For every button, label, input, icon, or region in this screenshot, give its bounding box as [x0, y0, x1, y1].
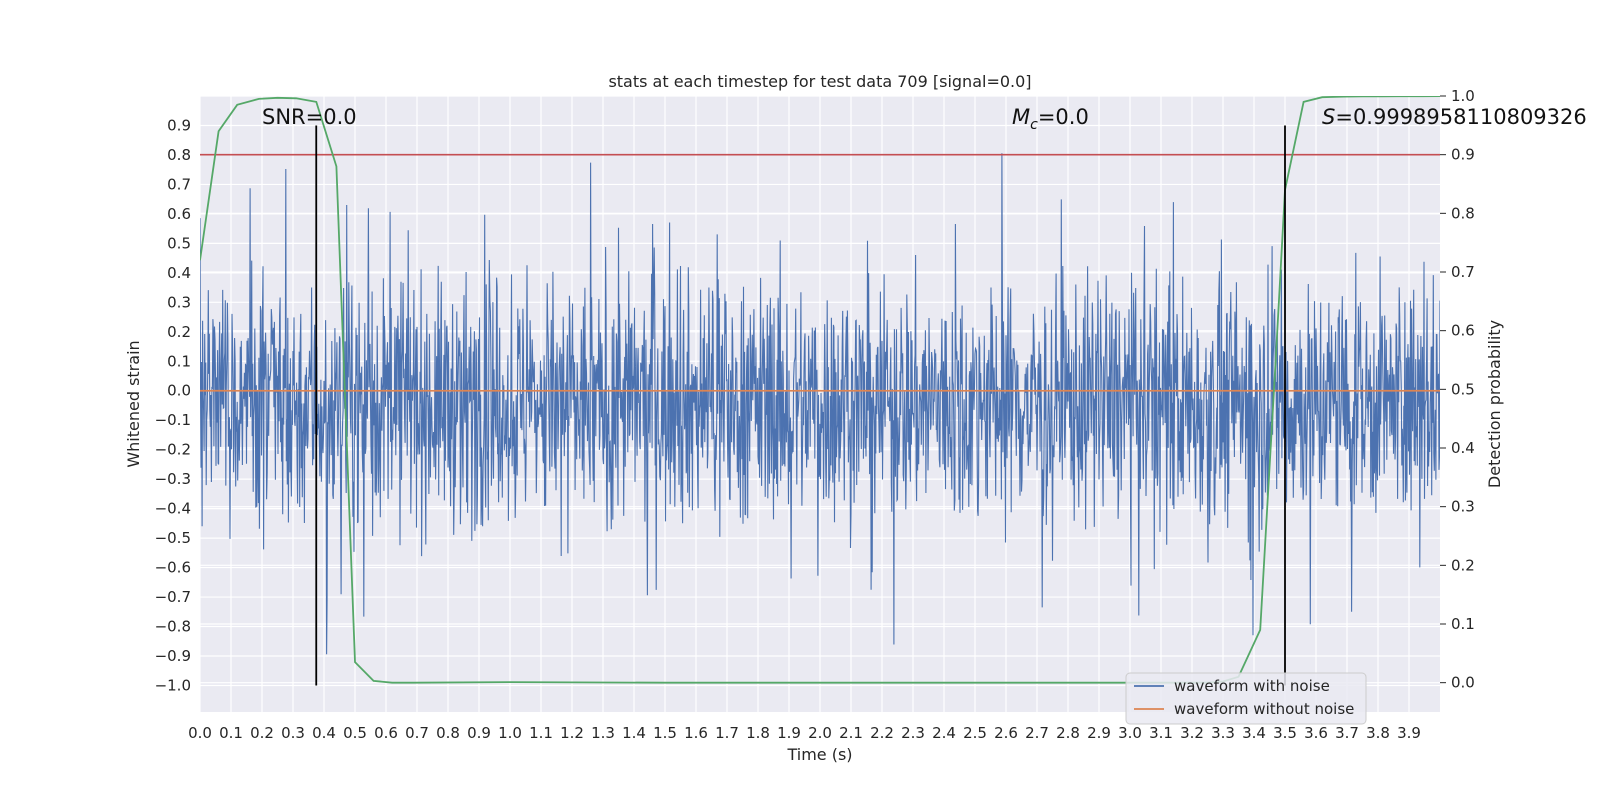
x-tick-label: 1.6 — [684, 724, 708, 742]
y-right-tick-label: 0.5 — [1451, 380, 1475, 398]
x-tick-label: 0.8 — [436, 724, 460, 742]
x-tick-label: 3.1 — [1149, 724, 1173, 742]
y-left-tick-label: −0.1 — [155, 411, 191, 429]
legend: waveform with noise waveform without noi… — [1125, 672, 1367, 725]
x-tick-label: 0.4 — [312, 724, 336, 742]
x-tick-label: 3.5 — [1273, 724, 1297, 742]
x-tick-label: 2.8 — [1056, 724, 1080, 742]
mc-value: =0.0 — [1038, 105, 1089, 129]
x-axis-label: Time (s) — [786, 745, 852, 764]
x-tick-label: 2.9 — [1087, 724, 1111, 742]
y-left-tick-label: 0.1 — [167, 352, 191, 370]
y-right-axis-label: Detection probability — [1485, 320, 1504, 488]
y-right-tick-label: 0.6 — [1451, 322, 1475, 340]
series-detection-probability — [200, 96, 1440, 684]
y-left-axis-label: Whitened strain — [124, 340, 143, 467]
y-left-tick-label: 0.3 — [167, 293, 191, 311]
y-right-tick-label: 0.4 — [1451, 439, 1475, 457]
x-tick-label: 1.4 — [622, 724, 646, 742]
mc-annotation: Mc=0.0 — [1012, 105, 1089, 133]
y-left-tick-label: −0.9 — [155, 647, 191, 665]
y-left-tick-label: −0.8 — [155, 618, 191, 636]
y-right-tick-label: 0.0 — [1451, 674, 1475, 692]
x-tick-label: 0.9 — [467, 724, 491, 742]
y-left-tick-label: −0.3 — [155, 470, 191, 488]
y-left-tick-label: 0.0 — [167, 382, 191, 400]
x-tick-label: 0.3 — [281, 724, 305, 742]
x-tick-label: 2.2 — [870, 724, 894, 742]
y-right-tick-label: 0.1 — [1451, 615, 1475, 633]
y-left-tick-label: 0.6 — [167, 205, 191, 223]
s-value: =0.9998958110809326 — [1335, 105, 1586, 129]
x-tick-label: 3.4 — [1242, 724, 1266, 742]
y-right-tick-label: 0.7 — [1451, 263, 1475, 281]
chart-title: stats at each timestep for test data 709… — [608, 72, 1031, 91]
legend-box — [1125, 672, 1367, 725]
y-left-tick-label: −0.6 — [155, 559, 191, 577]
x-tick-label: 2.0 — [808, 724, 832, 742]
y-left-tick-label: −0.2 — [155, 441, 191, 459]
y-left-tick-label: 0.7 — [167, 175, 191, 193]
x-tick-label: 0.5 — [343, 724, 367, 742]
x-tick-label: 1.3 — [591, 724, 615, 742]
snr-annotation: SNR=0.0 — [262, 105, 357, 129]
y-right-tick-labels: 0.0 0.1 0.2 0.3 0.4 0.5 0.6 0.7 0.8 0.9 1.0 — [1440, 87, 1475, 692]
x-tick-label: 2.4 — [932, 724, 956, 742]
y-right-tick-label: 0.9 — [1451, 146, 1475, 164]
x-tick-label: 1.5 — [653, 724, 677, 742]
x-tick-label: 1.2 — [560, 724, 584, 742]
x-tick-label: 1.1 — [529, 724, 553, 742]
series-waveform-with-noise — [200, 153, 1440, 655]
x-tick-label: 3.0 — [1118, 724, 1142, 742]
y-left-tick-label: 0.4 — [167, 264, 191, 282]
y-left-tick-label: −0.7 — [155, 588, 191, 606]
x-tick-label: 2.1 — [839, 724, 863, 742]
y-left-tick-label: −1.0 — [155, 676, 191, 694]
y-right-tick-label: 0.8 — [1451, 204, 1475, 222]
mc-symbol: M — [1012, 105, 1030, 129]
s-annotation: S=0.9998958110809326 — [1322, 105, 1587, 129]
x-tick-label: 0.1 — [219, 724, 243, 742]
mc-subscript: c — [1030, 117, 1038, 133]
y-right-tick-label: 1.0 — [1451, 87, 1475, 105]
x-tick-label: 2.6 — [994, 724, 1018, 742]
y-right-tick-label: 0.2 — [1451, 556, 1475, 574]
x-tick-label: 3.7 — [1335, 724, 1359, 742]
vertical-markers — [315, 125, 1286, 686]
y-left-tick-label: −0.5 — [155, 529, 191, 547]
x-tick-label: 3.9 — [1397, 724, 1421, 742]
x-tick-label: 3.8 — [1366, 724, 1390, 742]
x-tick-label: 2.7 — [1025, 724, 1049, 742]
x-tick-label: 1.9 — [777, 724, 801, 742]
y-right-tick-label: 0.3 — [1451, 498, 1475, 516]
x-tick-label: 1.8 — [746, 724, 770, 742]
x-tick-labels: 0.0 0.1 0.2 0.3 0.4 0.5 0.6 0.7 0.8 0.9 1.0 1.1 1.2 1… — [188, 724, 1421, 742]
x-tick-label: 1.7 — [715, 724, 739, 742]
y-left-tick-labels: −1.0 −0.9 −0.8 −0.7 −0.6 −0.5 −0.4 −0.3 −0.2 −0.1… — [155, 116, 191, 694]
x-tick-label: 3.2 — [1180, 724, 1204, 742]
legend-label-clean: waveform without noise — [1174, 700, 1354, 718]
x-tick-label: 2.5 — [963, 724, 987, 742]
y-left-tick-label: 0.2 — [167, 323, 191, 341]
x-tick-label: 0.2 — [250, 724, 274, 742]
legend-label-noise: waveform with noise — [1174, 677, 1330, 695]
x-tick-label: 2.3 — [901, 724, 925, 742]
x-tick-label: 3.6 — [1304, 724, 1328, 742]
x-tick-label: 0.7 — [405, 724, 429, 742]
x-tick-label: 3.3 — [1211, 724, 1235, 742]
s-symbol: S — [1322, 105, 1335, 129]
x-tick-label: 1.0 — [498, 724, 522, 742]
y-left-tick-label: −0.4 — [155, 500, 191, 518]
x-tick-label: 0.0 — [188, 724, 212, 742]
y-left-tick-label: 0.8 — [167, 146, 191, 164]
x-tick-label: 0.6 — [374, 724, 398, 742]
y-left-tick-label: 0.5 — [167, 234, 191, 252]
y-left-tick-label: 0.9 — [167, 116, 191, 134]
